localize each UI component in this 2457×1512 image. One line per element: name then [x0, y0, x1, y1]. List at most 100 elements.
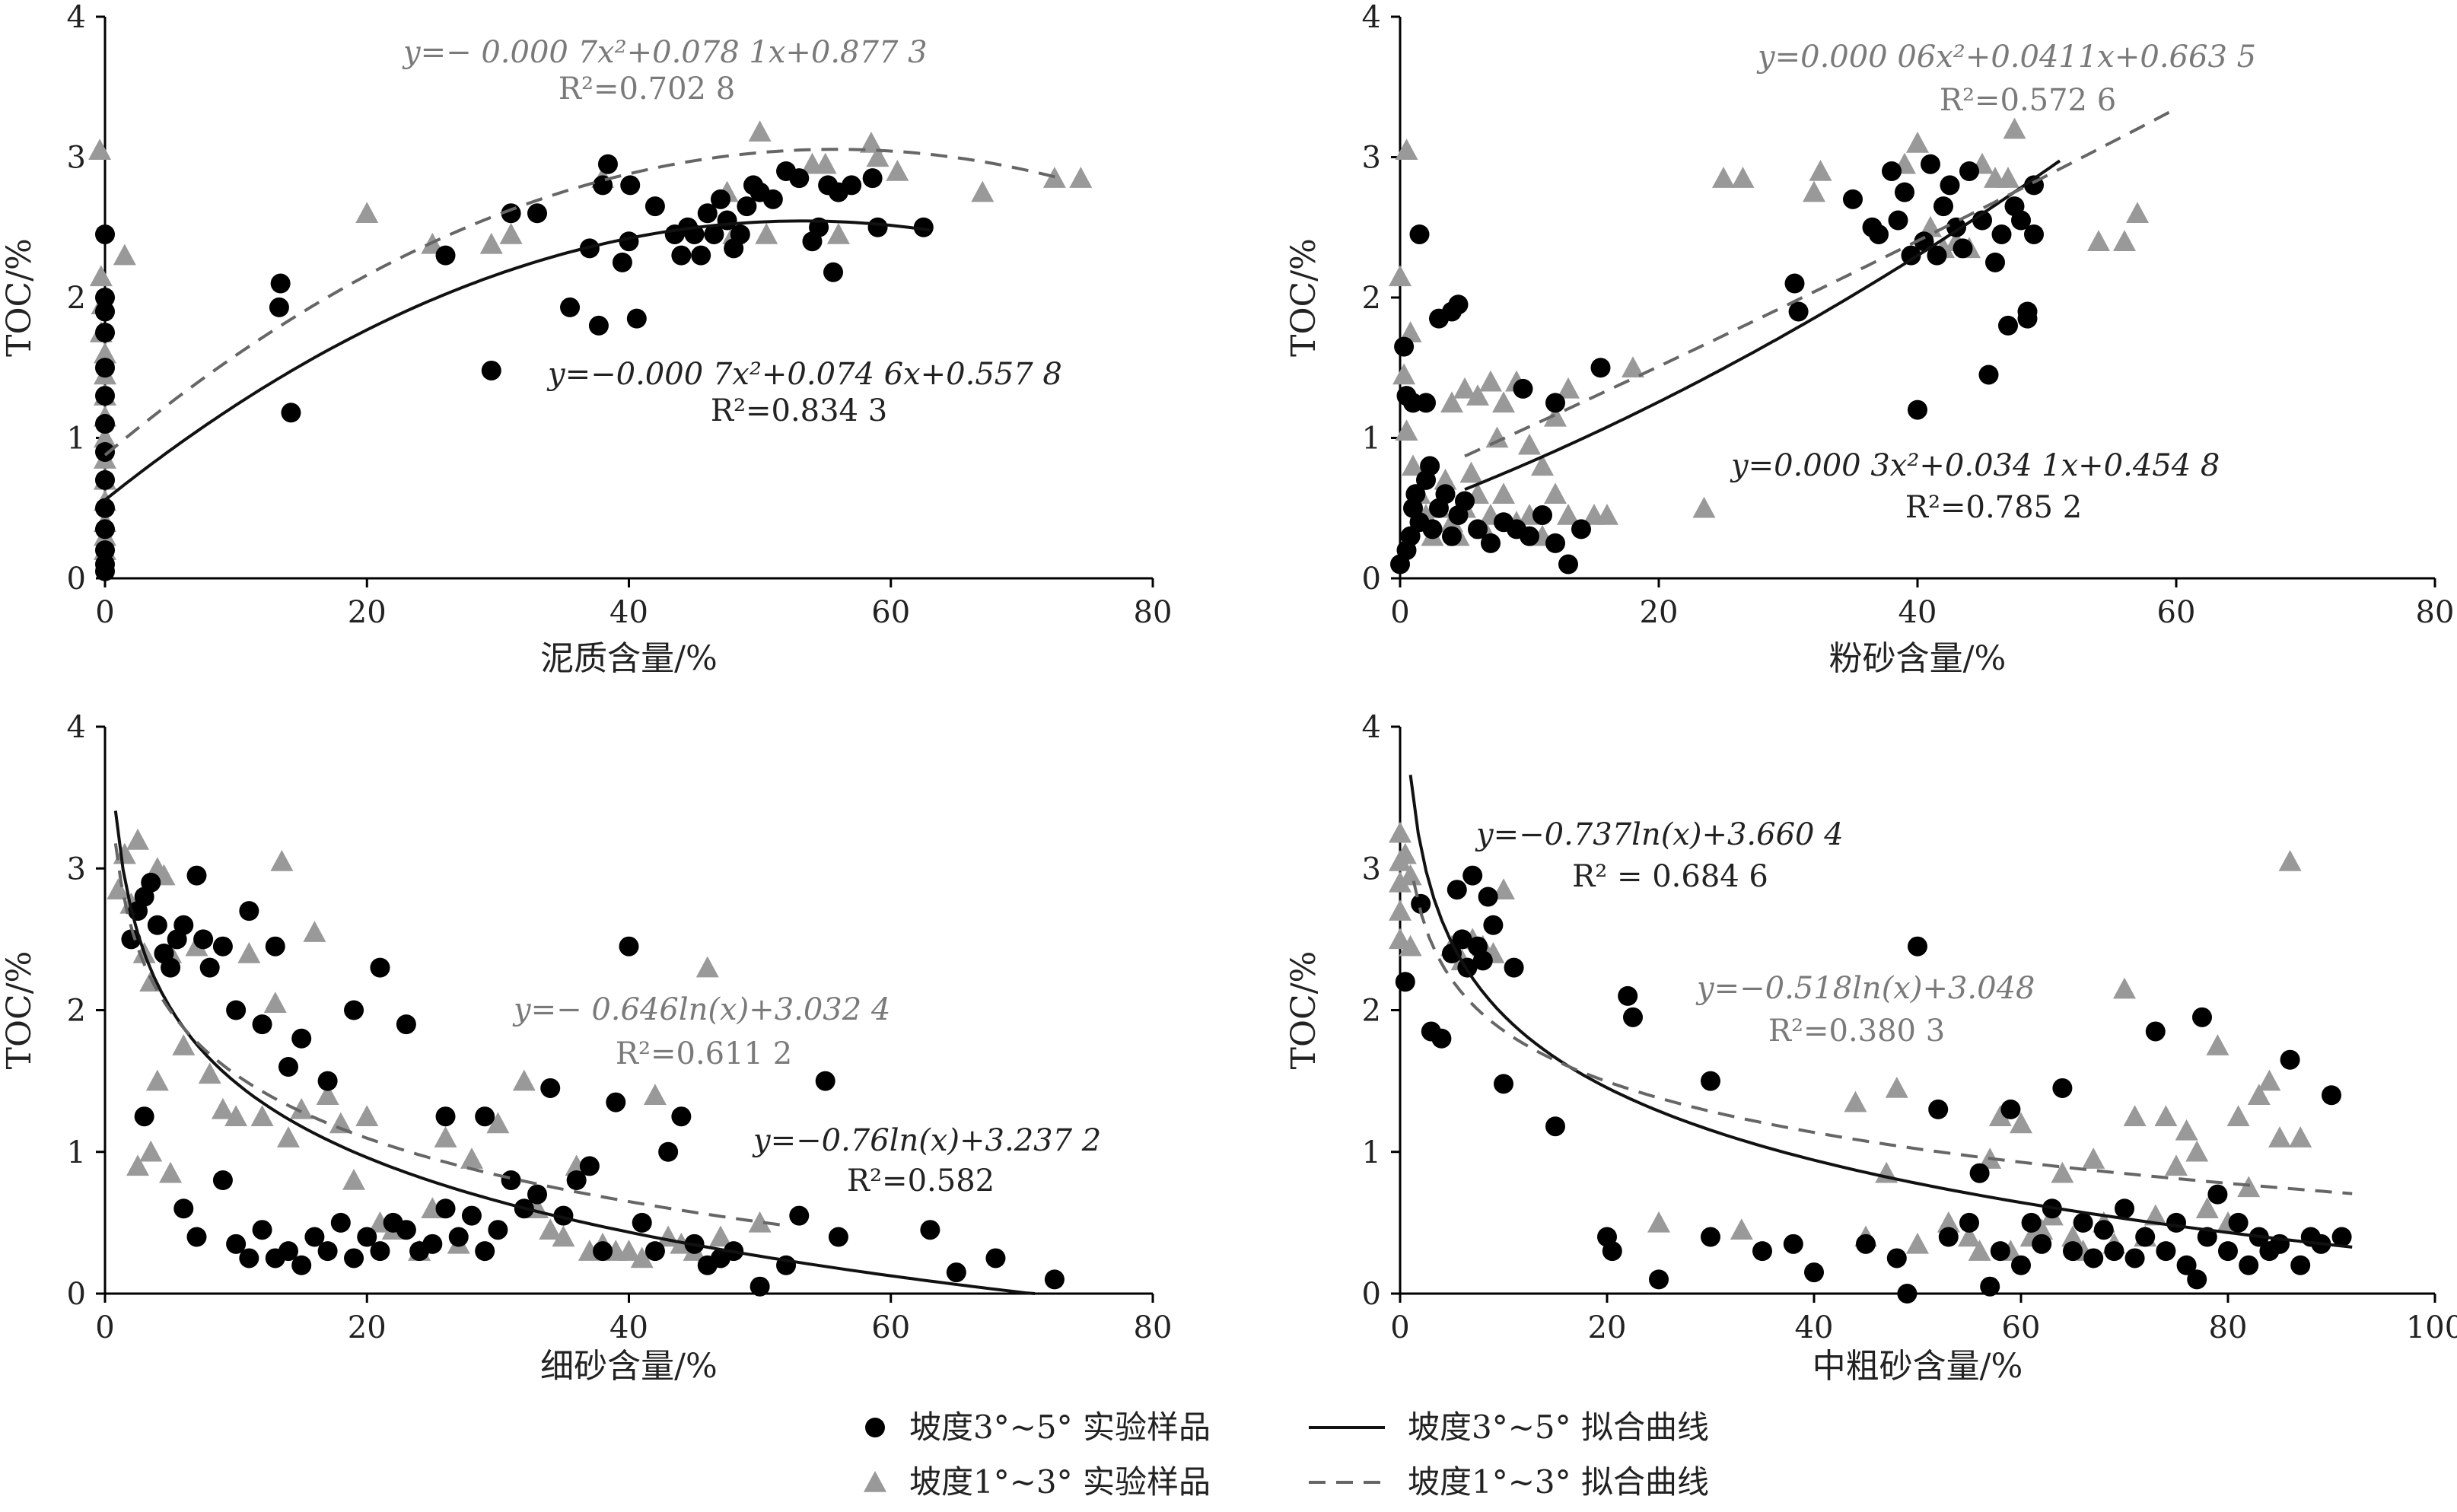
data-point-circle	[1545, 1116, 1565, 1137]
panel-fine-sand: 0 20 40 60 80 0 1 2 3 4 细砂含量/% TOC/% y=−0.76ln(x)+3.…	[0, 710, 1172, 1386]
data-point-triangle	[617, 1240, 641, 1261]
data-point-triangle	[1399, 934, 1422, 957]
data-point-circle	[2115, 1198, 2134, 1219]
data-point-circle	[1908, 399, 1927, 420]
data-point-triangle	[460, 1148, 483, 1169]
y-tick-label: 4	[1362, 710, 1381, 745]
x-tick-label: 60	[871, 595, 910, 630]
data-point-circle	[330, 1212, 351, 1233]
data-point-circle	[815, 1071, 835, 1091]
data-point-triangle	[1492, 391, 1515, 413]
data-point-triangle	[2010, 1112, 2032, 1134]
data-point-triangle	[172, 1034, 196, 1055]
data-point-circle	[1869, 224, 1889, 244]
data-point-circle	[2228, 1212, 2249, 1233]
data-point-circle	[1472, 950, 1493, 971]
data-point-triangle	[1453, 377, 1476, 399]
data-point-circle	[252, 1014, 272, 1035]
data-point-circle	[828, 1227, 848, 1247]
data-point-circle	[147, 915, 167, 935]
data-point-circle	[1435, 484, 1456, 505]
data-point-circle	[2331, 1227, 2352, 1247]
data-point-triangle	[1544, 405, 1567, 427]
data-point-circle	[671, 245, 692, 266]
data-point-circle	[553, 1205, 574, 1226]
data-point-triangle	[2206, 1034, 2229, 1055]
data-point-triangle	[1712, 167, 1735, 188]
x-axis-label: 泥质含量/%	[540, 639, 718, 678]
data-point-triangle	[94, 342, 116, 364]
fit-equation: y=− 0.646ln(x)+3.032 4	[512, 992, 890, 1027]
data-point-triangle	[2113, 230, 2136, 251]
data-point-circle	[278, 1241, 298, 1262]
data-point-triangle	[113, 244, 136, 266]
data-point-circle	[1783, 1233, 1803, 1254]
data-point-triangle	[539, 1218, 562, 1240]
data-point-circle	[1888, 210, 1908, 231]
data-point-circle	[2322, 1085, 2341, 1106]
data-point-circle	[212, 936, 233, 957]
data-point-triangle	[499, 222, 523, 244]
data-point-circle	[370, 1241, 390, 1262]
data-point-circle	[1478, 887, 1498, 907]
data-point-circle	[281, 403, 301, 423]
x-tick-label: 40	[1898, 595, 1937, 630]
data-point-circle	[2104, 1241, 2124, 1262]
data-point-triangle	[708, 1225, 732, 1247]
data-point-circle	[461, 1205, 482, 1226]
panel-mud: 0 20 40 60 80 0 1 2 3 4 泥质含量/% TOC/% y=−0.000 7x²+0.…	[0, 0, 1172, 678]
data-point-triangle	[1492, 482, 1515, 505]
data-point-triangle	[316, 1084, 339, 1105]
data-point-circle	[2145, 1021, 2166, 1042]
data-point-triangle	[2258, 1069, 2281, 1091]
data-point-circle	[95, 323, 115, 343]
data-point-circle	[226, 1233, 247, 1254]
data-point-circle	[95, 288, 115, 307]
data-point-circle	[95, 540, 115, 561]
fit-r-squared: R²=0.611 2	[616, 1036, 792, 1071]
data-point-circle	[2093, 1220, 2114, 1240]
data-point-circle	[1623, 1007, 1643, 1027]
data-point-circle	[435, 1198, 456, 1219]
data-point-circle	[1914, 231, 1934, 252]
data-point-triangle	[1389, 871, 1412, 893]
x-tick-label: 60	[2002, 1310, 2041, 1345]
data-point-circle	[1462, 865, 1483, 886]
data-point-circle	[1431, 1028, 1452, 1049]
y-tick-label: 0	[67, 1277, 86, 1312]
fit-curve-dashed	[103, 148, 1061, 457]
data-point-circle	[737, 196, 757, 217]
data-point-circle	[193, 929, 214, 950]
data-point-triangle	[1557, 377, 1580, 399]
data-point-triangle	[630, 1246, 654, 1268]
data-point-triangle	[1389, 899, 1412, 921]
data-point-circle	[95, 554, 115, 575]
data-point-circle	[1590, 358, 1611, 378]
data-point-triangle	[1389, 821, 1412, 843]
data-point-circle	[1784, 273, 1805, 294]
data-point-circle	[1901, 245, 1921, 266]
data-point-circle	[626, 308, 647, 329]
data-point-triangle	[2278, 849, 2302, 871]
data-point-circle	[226, 1000, 247, 1020]
data-point-triangle	[2268, 1126, 2291, 1148]
data-point-circle	[1933, 196, 1953, 217]
data-point-circle	[1558, 554, 1578, 575]
data-point-triangle	[1492, 878, 1515, 899]
data-point-triangle	[1479, 370, 1502, 392]
data-point-circle	[173, 915, 194, 935]
fit-r-squared: R²=0.380 3	[1768, 1014, 1945, 1049]
data-point-circle	[2063, 1241, 2083, 1262]
data-point-circle	[1921, 154, 1940, 174]
data-point-circle	[1422, 519, 1443, 540]
data-point-triangle	[2144, 1204, 2167, 1226]
legend-label: 坡度3°~5° 实验样品	[909, 1409, 1211, 1446]
data-point-circle	[1442, 944, 1462, 963]
data-point-circle	[2176, 1255, 2197, 1275]
data-point-circle	[593, 1241, 613, 1262]
data-point-triangle	[1968, 1240, 1991, 1261]
data-point-circle	[2011, 1255, 2031, 1275]
data-point-triangle	[552, 1225, 575, 1247]
y-tick-label: 3	[67, 141, 86, 176]
data-point-circle	[2083, 1248, 2104, 1268]
